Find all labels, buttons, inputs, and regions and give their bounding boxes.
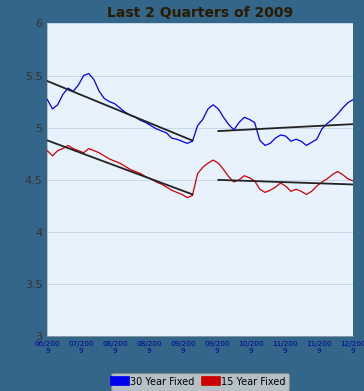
Title: Last 2 Quarters of 2009: Last 2 Quarters of 2009	[107, 5, 293, 20]
Legend: 30 Year Fixed, 15 Year Fixed: 30 Year Fixed, 15 Year Fixed	[111, 373, 289, 391]
